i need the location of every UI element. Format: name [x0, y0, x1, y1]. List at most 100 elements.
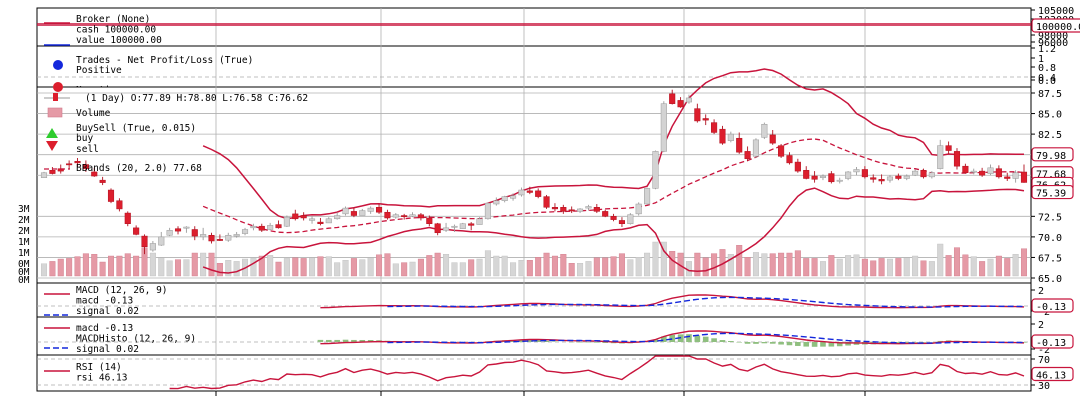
macd-histo-bar — [769, 342, 776, 344]
candle-body — [468, 223, 475, 226]
y-tick-label-price: 85.0 — [1038, 110, 1062, 121]
candle-body — [225, 234, 232, 241]
volume-bar — [853, 254, 860, 277]
candle-body — [66, 163, 73, 166]
volume-bar — [568, 263, 575, 277]
candle-body — [434, 223, 441, 234]
badge-macd_histo-text: -0.13 — [1036, 338, 1066, 349]
macd-histo-bar — [527, 339, 533, 342]
macd-histo-bar — [342, 339, 349, 342]
candle-body — [267, 225, 274, 230]
volume-bar — [660, 241, 667, 277]
candle-body — [526, 190, 533, 193]
volume-bar — [166, 260, 173, 277]
macd-histo-bar — [744, 342, 751, 344]
volume-bar — [149, 252, 156, 277]
panel-frame-macd — [36, 282, 1032, 318]
volume-bar — [191, 252, 198, 277]
broker-badge — [1031, 18, 1080, 33]
volume-bar — [970, 256, 977, 277]
candle-body — [308, 218, 316, 221]
histo-legend-0: macd -0.13 — [76, 323, 133, 334]
candle-body — [149, 243, 156, 251]
y-tick-label-trades: 0.8 — [1038, 63, 1056, 74]
candle-body — [367, 207, 374, 212]
volume-bar — [560, 253, 567, 277]
candle-body — [49, 170, 56, 174]
candle-body — [727, 133, 734, 141]
panel-frame-broker — [36, 7, 1032, 47]
volume-bar — [401, 262, 408, 277]
macd-histo-bar — [761, 342, 768, 344]
macd-histo-bar — [359, 339, 366, 342]
candle-body — [585, 206, 592, 209]
volume-axis-label: 0M — [18, 267, 30, 278]
candle-body — [275, 224, 282, 229]
macd-histo-bar — [937, 340, 944, 342]
candle-body — [493, 200, 500, 205]
macd-histo-bar — [786, 342, 793, 346]
volume-bar — [376, 254, 383, 277]
panel-frame-trades — [36, 45, 1032, 88]
candle-body — [736, 137, 743, 153]
macd-histo-bar — [836, 342, 843, 347]
candle-body — [325, 218, 332, 224]
candle-body — [484, 202, 491, 220]
y-tick-label-broker: 98000 — [1038, 31, 1068, 42]
badge-bb-mid-text: 77.68 — [1036, 170, 1066, 181]
volume-bar — [334, 262, 341, 277]
candle-body — [652, 151, 659, 189]
volume-bar — [183, 259, 190, 277]
volume-bar — [979, 261, 986, 277]
histo-legend-2: signal 0.02 — [76, 344, 139, 355]
volume-bar — [577, 263, 584, 277]
volume-bar — [995, 255, 1002, 277]
volume-bar — [819, 261, 826, 277]
badge-macd-text: -0.13 — [1036, 302, 1066, 313]
candle-body — [618, 220, 625, 224]
candle-body — [886, 176, 894, 181]
volume-axis-label: 0M — [18, 259, 30, 270]
y-tick-label-trades: 1 — [1038, 54, 1044, 65]
candle-body — [443, 227, 450, 231]
volume-bar — [82, 253, 89, 277]
volume-bar — [778, 252, 785, 277]
candle-body — [794, 161, 801, 172]
candle-body — [819, 175, 827, 178]
macd-histo-bar — [552, 341, 558, 342]
candle-body — [602, 211, 609, 217]
candle-body — [853, 169, 860, 173]
candle-body — [660, 103, 667, 152]
volume-bar — [225, 260, 232, 277]
volume-bar — [551, 255, 558, 277]
volume-bar — [459, 262, 466, 277]
volume-bar — [585, 261, 592, 277]
y-tick-label-rsi: 70 — [1038, 355, 1050, 366]
candle-body — [811, 175, 818, 180]
volume-bar — [476, 258, 483, 277]
volume-bar — [535, 257, 542, 277]
candle-body — [426, 217, 433, 224]
candle-body — [233, 234, 240, 237]
candle-body — [945, 145, 952, 151]
volume-axis-label: 3M — [18, 204, 30, 215]
candle-body — [258, 225, 265, 231]
volume-bar — [618, 253, 625, 277]
volume-bar — [953, 247, 960, 277]
macd-histo-bar — [728, 341, 734, 342]
candle-body — [711, 122, 718, 133]
volume-bar — [367, 257, 374, 277]
y-tick-label-macd_histo: -2 — [1038, 345, 1050, 356]
volume-bar — [434, 252, 441, 277]
volume-bar — [443, 253, 450, 277]
bband-mid — [202, 138, 1025, 234]
volume-bar — [317, 256, 324, 277]
badge-bb-top — [1031, 147, 1074, 162]
candle-body — [1004, 176, 1011, 179]
macd-histo-bar — [325, 339, 332, 342]
volume-bar — [895, 258, 902, 277]
candle-body — [610, 216, 617, 220]
volume-axis-label: 2M — [18, 215, 30, 226]
macd-histo-bar — [334, 339, 340, 342]
